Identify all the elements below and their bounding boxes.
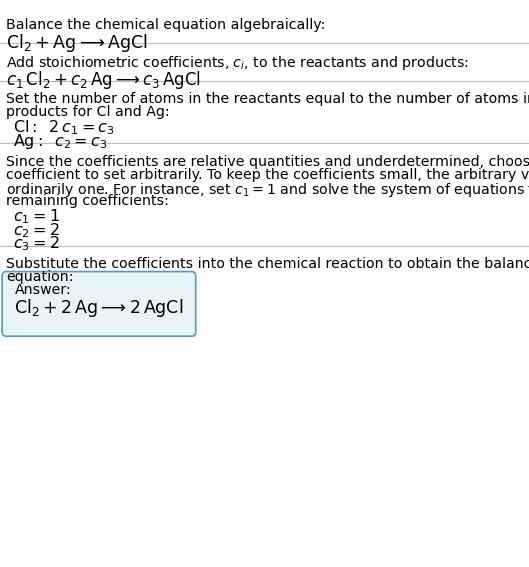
Text: Set the number of atoms in the reactants equal to the number of atoms in the: Set the number of atoms in the reactants… <box>6 92 529 106</box>
Text: Since the coefficients are relative quantities and underdetermined, choose a: Since the coefficients are relative quan… <box>6 155 529 169</box>
Text: ordinarily one. For instance, set $c_1 = 1$ and solve the system of equations fo: ordinarily one. For instance, set $c_1 =… <box>6 181 529 199</box>
FancyBboxPatch shape <box>2 272 196 336</box>
Text: Answer:: Answer: <box>15 283 71 297</box>
Text: $c_2 = 2$: $c_2 = 2$ <box>13 221 60 240</box>
Text: Substitute the coefficients into the chemical reaction to obtain the balanced: Substitute the coefficients into the che… <box>6 257 529 272</box>
Text: $\mathrm{Cl_2 + 2\,Ag \longrightarrow 2\,AgCl}$: $\mathrm{Cl_2 + 2\,Ag \longrightarrow 2\… <box>14 298 184 319</box>
Text: Add stoichiometric coefficients, $c_i$, to the reactants and products:: Add stoichiometric coefficients, $c_i$, … <box>6 54 469 73</box>
Text: equation:: equation: <box>6 270 74 285</box>
Text: $\mathrm{Cl_2 + Ag \longrightarrow AgCl}$: $\mathrm{Cl_2 + Ag \longrightarrow AgCl}… <box>6 32 148 54</box>
Text: products for Cl and Ag:: products for Cl and Ag: <box>6 105 170 119</box>
Text: $c_1\,\mathrm{Cl_2} + c_2\,\mathrm{Ag} \longrightarrow c_3\,\mathrm{AgCl}$: $c_1\,\mathrm{Cl_2} + c_2\,\mathrm{Ag} \… <box>6 69 201 91</box>
Text: remaining coefficients:: remaining coefficients: <box>6 194 169 208</box>
Text: $c_1 = 1$: $c_1 = 1$ <box>13 208 60 226</box>
Text: Balance the chemical equation algebraically:: Balance the chemical equation algebraica… <box>6 18 326 32</box>
Text: $\mathrm{Cl{:}}\;\; 2\,c_1 = c_3$: $\mathrm{Cl{:}}\;\; 2\,c_1 = c_3$ <box>13 119 115 137</box>
Text: $\mathrm{Ag{:}}\;\; c_2 = c_3$: $\mathrm{Ag{:}}\;\; c_2 = c_3$ <box>13 132 107 151</box>
Text: coefficient to set arbitrarily. To keep the coefficients small, the arbitrary va: coefficient to set arbitrarily. To keep … <box>6 168 529 182</box>
Text: $c_3 = 2$: $c_3 = 2$ <box>13 235 60 253</box>
